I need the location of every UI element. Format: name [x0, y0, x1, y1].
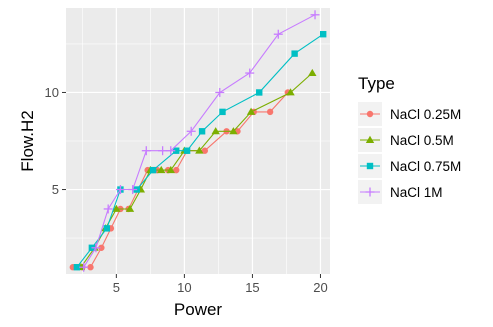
x-tick-label: 10: [177, 280, 191, 295]
data-point: [112, 204, 121, 212]
legend: Type NaCl 0.25M NaCl 0.5M NaCl 0.75M NaCl 1…: [358, 74, 461, 204]
data-point: [166, 146, 176, 156]
data-point: [319, 31, 327, 38]
data-point: [245, 68, 255, 78]
data-point: [286, 88, 295, 96]
x-tick-label: 5: [113, 280, 120, 295]
data-point: [103, 204, 113, 214]
legend-label: NaCl 0.75M: [390, 159, 461, 174]
x-axis-title: Power: [174, 300, 223, 319]
data-point: [141, 146, 151, 156]
legend-key-marker: [365, 187, 375, 197]
data-point: [128, 185, 138, 195]
y-axis-title: Flow.H2: [18, 110, 37, 171]
series-line: [80, 72, 313, 268]
legend-item: NaCl 1M: [358, 180, 443, 204]
data-point: [198, 128, 206, 135]
data-point: [229, 127, 238, 135]
data-point: [166, 165, 175, 174]
data-point: [173, 166, 180, 174]
data-point: [201, 147, 209, 154]
data-point: [79, 262, 89, 272]
data-point: [219, 108, 226, 116]
x-tick-label: 20: [313, 280, 327, 295]
data-point: [186, 126, 196, 136]
data-point: [158, 146, 168, 156]
data-point: [98, 244, 105, 251]
series-layer: [69, 10, 327, 272]
legend-label: NaCl 0.25M: [390, 107, 461, 122]
legend-label: NaCl 0.5M: [390, 133, 454, 148]
data-point: [215, 87, 225, 97]
legend-keys: NaCl 0.25M NaCl 0.5M NaCl 0.75M NaCl 1M: [358, 102, 461, 204]
x-tick-label: 15: [245, 280, 259, 295]
data-point: [291, 50, 298, 57]
data-point: [103, 225, 111, 232]
y-tick-label: 5: [52, 182, 59, 197]
legend-key-marker: [366, 162, 374, 170]
axes: 5 10 15 20 5 10: [45, 85, 328, 295]
data-point: [308, 68, 317, 76]
grid: [66, 8, 330, 274]
data-point: [195, 146, 204, 154]
data-point: [173, 147, 180, 154]
legend-title: Type: [358, 74, 395, 93]
data-point: [246, 107, 256, 115]
data-point: [125, 204, 135, 212]
data-point: [266, 108, 274, 116]
data-point: [73, 264, 81, 271]
legend-item: NaCl 0.75M: [358, 154, 461, 178]
legend-item: NaCl 0.25M: [358, 102, 461, 126]
legend-item: NaCl 0.5M: [358, 128, 454, 152]
data-point: [273, 29, 283, 39]
y-tick-label: 10: [45, 85, 59, 100]
legend-label: NaCl 1M: [390, 185, 443, 200]
series-4: [79, 10, 320, 272]
data-point: [211, 127, 220, 135]
data-point: [256, 89, 263, 96]
data-point: [157, 165, 166, 174]
data-point: [87, 264, 94, 271]
data-point: [183, 147, 191, 154]
data-point: [310, 10, 320, 20]
legend-key-marker: [365, 135, 375, 143]
legend-key-marker: [366, 110, 374, 118]
data-point: [149, 166, 157, 174]
data-point: [115, 185, 125, 195]
data-point: [91, 243, 101, 253]
